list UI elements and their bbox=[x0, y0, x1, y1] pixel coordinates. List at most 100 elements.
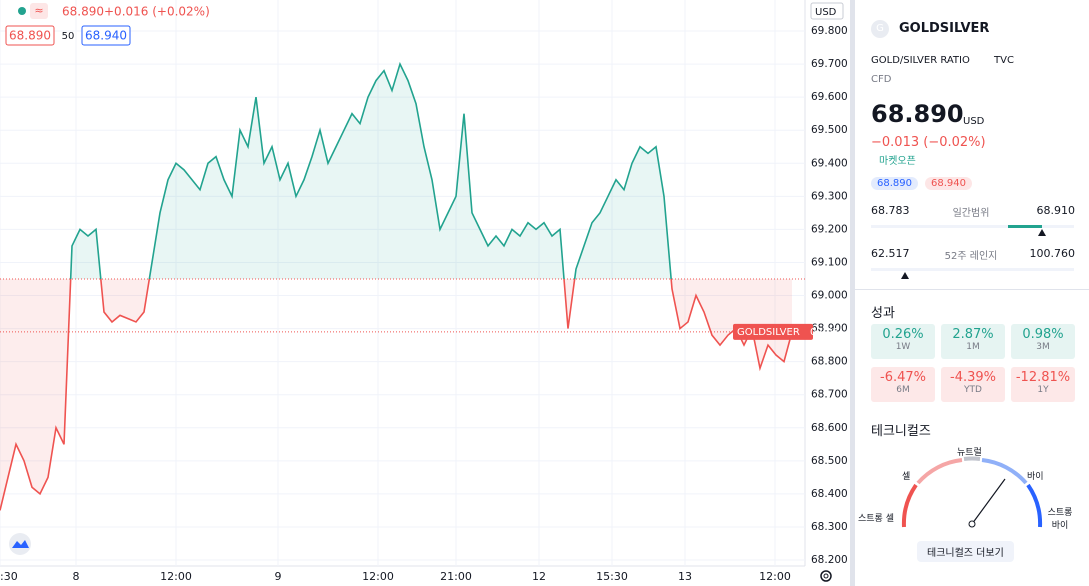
x-tick-label: 12:00 bbox=[362, 570, 394, 583]
performance-value: 2.87% bbox=[952, 327, 994, 342]
performance-value: 0.26% bbox=[882, 327, 924, 342]
range-marker bbox=[1038, 229, 1047, 236]
gauge-label: 스트롱 셀 bbox=[858, 514, 894, 524]
settings-button[interactable] bbox=[820, 570, 832, 582]
y-tick-label: 69.600 bbox=[811, 91, 848, 103]
y-tick-label: 68.300 bbox=[811, 521, 848, 533]
performance-value: 0.98% bbox=[1022, 327, 1064, 342]
y-tick-label: 68.900 bbox=[811, 323, 848, 335]
gauge-label: 스트롱 바이 bbox=[1047, 508, 1073, 531]
gauge bbox=[901, 456, 1043, 528]
description: GOLD/SILVER RATIO bbox=[871, 55, 970, 66]
range-label: 52주 레인지 bbox=[944, 251, 998, 262]
symbol-icon: G bbox=[871, 20, 889, 38]
section-title: 성과 bbox=[871, 306, 895, 321]
performance-cell: -6.47% 6M bbox=[871, 367, 935, 402]
gauge-label: 셀 bbox=[902, 472, 911, 482]
range-bar bbox=[871, 268, 1074, 271]
y-tick-label: 68.700 bbox=[811, 389, 848, 401]
x-tick-label: :30 bbox=[0, 570, 18, 583]
more-button[interactable]: 테크니컬즈 더보기 bbox=[917, 541, 1014, 562]
performance-cell: -4.39% YTD bbox=[941, 367, 1005, 402]
section-title: 테크니컬즈 bbox=[871, 424, 931, 439]
logo-mark bbox=[12, 540, 29, 548]
gauge-label: 뉴트럴 bbox=[957, 448, 982, 458]
performance-value: -12.81% bbox=[1015, 370, 1071, 385]
performance-cell: -12.81% 1Y bbox=[1011, 367, 1075, 402]
x-tick-label: 15:30 bbox=[596, 570, 628, 583]
performance-period: 6M bbox=[896, 385, 910, 395]
price-line-down bbox=[0, 278, 793, 511]
last: 68.890 bbox=[62, 5, 104, 19]
change: −0.013 (−0.02%) bbox=[871, 135, 986, 150]
y-tick-label: 69.800 bbox=[811, 25, 848, 37]
currency: USD bbox=[963, 116, 985, 127]
area-down bbox=[0, 278, 792, 511]
bid-box bbox=[5, 25, 55, 46]
status: 마켓오픈 bbox=[879, 156, 916, 167]
x-tick-label: 12:00 bbox=[759, 570, 791, 583]
range-high: 68.910 bbox=[1036, 204, 1076, 217]
range-fill bbox=[1008, 225, 1043, 228]
countdown: 02:07 bbox=[810, 327, 839, 338]
performance-period: 1M bbox=[966, 342, 980, 352]
y-tick-label: 69.300 bbox=[811, 190, 848, 202]
range-bar bbox=[871, 225, 1074, 228]
performance-value: -6.47% bbox=[880, 370, 926, 385]
price-label-box bbox=[733, 323, 813, 340]
y-tick-label: 69.200 bbox=[811, 223, 848, 235]
ask: 68.940 bbox=[85, 29, 127, 43]
price-line-up bbox=[69, 61, 672, 279]
x-tick-label: 21:00 bbox=[440, 570, 472, 583]
y-tick-label: 68.500 bbox=[811, 455, 848, 467]
asset-type: CFD bbox=[871, 74, 892, 85]
range-label: 일간범위 bbox=[952, 208, 990, 219]
performance-period: 3M bbox=[1036, 342, 1050, 352]
y-tick-label: 69.000 bbox=[811, 290, 848, 302]
ask: 68.940 bbox=[925, 177, 972, 190]
divider bbox=[850, 0, 855, 586]
icon-box bbox=[30, 3, 48, 19]
y-tick-label: 69.500 bbox=[811, 124, 848, 136]
y-tick-label: 69.100 bbox=[811, 256, 848, 268]
ask-box bbox=[81, 25, 131, 46]
symbol: GOLDSILVER bbox=[899, 21, 990, 36]
price: 68.890 bbox=[871, 100, 964, 128]
performance-period: YTD bbox=[964, 385, 982, 395]
price-label: GOLDSILVER bbox=[737, 327, 800, 338]
y-tick-label: 68.200 bbox=[811, 554, 848, 566]
spread: 50 bbox=[62, 31, 75, 42]
x-tick-label: 12 bbox=[532, 570, 546, 583]
divider bbox=[855, 289, 1089, 290]
x-tick-label: 9 bbox=[275, 570, 282, 583]
bid: 68.890 bbox=[871, 177, 918, 190]
performance-value: -4.39% bbox=[950, 370, 996, 385]
gauge-label: 바이 bbox=[1027, 472, 1044, 482]
area-up bbox=[70, 64, 672, 279]
x-tick-label: 12:00 bbox=[160, 570, 192, 583]
side-panel: G GOLDSILVER GOLD/SILVER RATIO TVC CFD 68.890… bbox=[855, 0, 1089, 586]
x-tick-label: 8 bbox=[73, 570, 80, 583]
y-tick-label: 68.600 bbox=[811, 422, 848, 434]
x-tick-label: 13 bbox=[678, 570, 692, 583]
status-dot bbox=[18, 7, 26, 15]
y-tick-label: 69.700 bbox=[811, 58, 848, 70]
range-low: 68.783 bbox=[871, 204, 910, 217]
change: +0.016 (+0.02%) bbox=[104, 5, 210, 19]
exchange: TVC bbox=[994, 55, 1014, 66]
performance-period: 1Y bbox=[1037, 385, 1049, 395]
performance-cell: 0.26% 1W bbox=[871, 324, 935, 359]
range-high: 100.760 bbox=[1029, 247, 1076, 260]
y-tick-label: 68.400 bbox=[811, 488, 848, 500]
currency-button[interactable] bbox=[810, 2, 844, 20]
performance-cell: 0.98% 3M bbox=[1011, 324, 1075, 359]
bid: 68.890 bbox=[9, 29, 51, 43]
range-low: 62.517 bbox=[871, 247, 910, 260]
chart: :30 8 12:00 9 12:00 21:00 12 15:30 13 12:00 69.800… bbox=[0, 0, 848, 583]
currency: USD bbox=[815, 7, 837, 18]
icon: ≈ bbox=[34, 4, 43, 17]
performance-cell: 2.87% 1M bbox=[941, 324, 1005, 359]
performance-period: 1W bbox=[895, 342, 911, 352]
range-marker bbox=[900, 272, 909, 279]
